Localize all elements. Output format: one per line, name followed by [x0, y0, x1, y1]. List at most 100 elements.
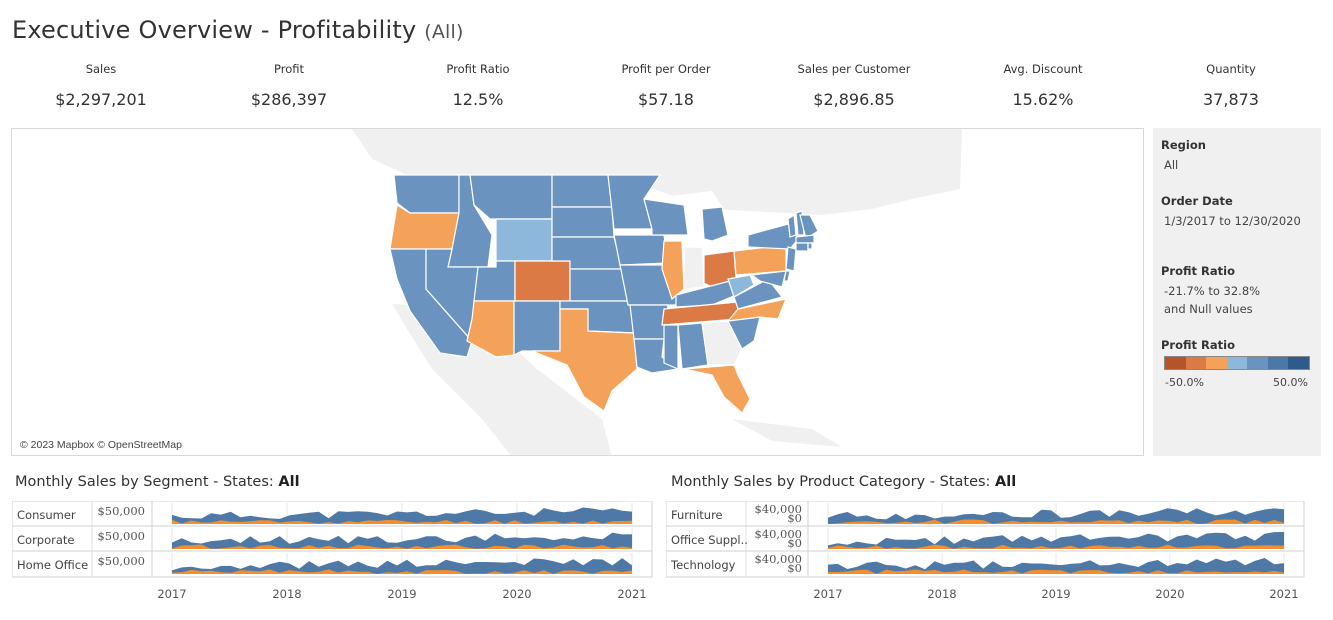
- order-date-filter-value[interactable]: 1/3/2017 to 12/30/2020: [1164, 214, 1301, 228]
- state-georgia[interactable]: [701, 320, 743, 366]
- profit-ratio-filter-label: Profit Ratio: [1161, 264, 1235, 278]
- row-label: Corporate: [17, 533, 75, 547]
- profit-ratio-filter[interactable]: Profit Ratio -21.7% to 32.8% and Null va…: [1153, 264, 1321, 318]
- row-tick-top: $40,000: [754, 527, 802, 541]
- state-texas[interactable]: [531, 308, 638, 412]
- state-florida[interactable]: [683, 364, 751, 414]
- kpi-label: Profit Ratio: [446, 62, 510, 76]
- state-montana[interactable]: [469, 174, 553, 220]
- state-wyoming[interactable]: [495, 218, 553, 262]
- year-tick-label: 2019: [387, 587, 416, 601]
- kpi-quantity[interactable]: Quantity 37,873: [1141, 60, 1321, 109]
- category-title-prefix: Monthly Sales by Product Category - Stat…: [671, 474, 996, 490]
- legend-swatch: [1247, 357, 1268, 369]
- state-iowa[interactable]: [613, 234, 669, 266]
- year-tick-label: 2017: [813, 587, 842, 601]
- state-north-dakota[interactable]: [551, 174, 613, 208]
- state-washington[interactable]: [393, 174, 460, 214]
- sales-area[interactable]: [172, 532, 632, 549]
- state-south-dakota[interactable]: [551, 206, 615, 238]
- profit-area[interactable]: [828, 519, 1284, 525]
- kpi-profit-per-order[interactable]: Profit per Order $57.18: [576, 60, 756, 109]
- order-date-filter-label: Order Date: [1161, 194, 1233, 208]
- legend-swatch: [1165, 357, 1186, 369]
- profit-ratio-range: -21.7% to 32.8%: [1164, 284, 1261, 298]
- legend-swatch: [1267, 357, 1289, 369]
- kpi-value: $2,896.85: [813, 90, 895, 109]
- state-kentucky[interactable]: [675, 280, 737, 308]
- profit-area[interactable]: [172, 519, 632, 524]
- state-kansas[interactable]: [569, 268, 629, 302]
- state-west-virginia[interactable]: [727, 274, 755, 298]
- legend-label: Profit Ratio: [1161, 338, 1235, 352]
- segment-sparklines[interactable]: Consumer $50,000 Corporate $50,000 Home Offi…: [12, 501, 664, 611]
- row-tick-top: $40,000: [754, 502, 802, 516]
- year-tick-label: 2020: [1155, 587, 1184, 601]
- kpi-value: $57.18: [638, 90, 694, 109]
- sales-area[interactable]: [828, 558, 1284, 574]
- state-rhode-island[interactable]: [807, 242, 813, 250]
- state-maine[interactable]: [799, 214, 819, 240]
- year-tick-label: 2018: [927, 587, 956, 601]
- category-title-state: All: [995, 474, 1017, 490]
- state-vermont[interactable]: [787, 213, 797, 238]
- us-profit-map[interactable]: © 2023 Mapbox © OpenStreetMap: [11, 128, 1144, 456]
- segment-sparkline-canvas[interactable]: Consumer $50,000 Corporate $50,000 Home Offi…: [12, 501, 664, 611]
- profit-area[interactable]: [172, 569, 632, 575]
- kpi-value: $286,397: [250, 90, 328, 109]
- state-north-carolina[interactable]: [726, 298, 787, 322]
- state-indiana[interactable]: [683, 246, 705, 290]
- map-attribution[interactable]: © 2023 Mapbox © OpenStreetMap: [20, 439, 182, 451]
- row-tick: $50,000: [97, 504, 145, 518]
- year-tick-label: 2021: [617, 587, 646, 601]
- state-delaware[interactable]: [783, 270, 791, 282]
- state-mississippi[interactable]: [663, 324, 679, 370]
- region-filter-value[interactable]: All: [1164, 158, 1179, 172]
- kpi-label: Profit per Order: [621, 62, 711, 76]
- category-sparklines[interactable]: Furniture $40,000 $0 Office Suppl.. $40,000 $…: [666, 501, 1322, 611]
- state-new-york[interactable]: [747, 222, 799, 250]
- state-new-jersey[interactable]: [785, 246, 797, 272]
- state-massachusetts[interactable]: [795, 234, 815, 244]
- kpi-avg-discount[interactable]: Avg. Discount 15.62%: [953, 60, 1133, 109]
- year-tick-label: 2018: [272, 587, 301, 601]
- kpi-sales-per-customer[interactable]: Sales per Customer $2,896.85: [764, 60, 944, 109]
- profit-area[interactable]: [828, 569, 1284, 575]
- kpi-label: Sales: [85, 62, 117, 76]
- title-text: Executive Overview - Profitability: [12, 16, 417, 44]
- order-date-filter[interactable]: Order Date 1/3/2017 to 12/30/2020: [1153, 194, 1321, 230]
- state-shapes[interactable]: [389, 174, 819, 414]
- state-pennsylvania[interactable]: [733, 244, 787, 276]
- row-label: Home Office: [17, 558, 88, 572]
- year-tick-label: 2017: [157, 587, 186, 601]
- panel-frame: [12, 501, 653, 578]
- row-label: Furniture: [671, 508, 723, 522]
- region-filter-label: Region: [1161, 138, 1206, 152]
- sales-area[interactable]: [828, 508, 1284, 524]
- sales-area[interactable]: [172, 507, 632, 525]
- kpi-profit[interactable]: Profit $286,397: [199, 60, 379, 109]
- region-filter[interactable]: Region All: [1153, 138, 1321, 174]
- state-maryland[interactable]: [750, 270, 787, 288]
- segment-chart-title: Monthly Sales by Segment - States: All: [15, 474, 300, 490]
- kpi-sales[interactable]: Sales $2,297,201: [11, 60, 191, 109]
- sales-area[interactable]: [172, 558, 632, 574]
- profit-area[interactable]: [828, 544, 1284, 549]
- state-virginia[interactable]: [733, 278, 784, 310]
- kpi-value: 15.62%: [1012, 90, 1074, 109]
- state-new-mexico[interactable]: [513, 300, 561, 356]
- row-tick-bottom: $0: [787, 536, 802, 550]
- profit-ratio-filter-value[interactable]: -21.7% to 32.8% and Null values: [1164, 282, 1321, 318]
- state-michigan[interactable]: [701, 206, 729, 242]
- state-connecticut[interactable]: [795, 242, 809, 252]
- profit-area[interactable]: [172, 544, 632, 550]
- legend-max: 50.0%: [1273, 376, 1308, 389]
- state-wisconsin[interactable]: [643, 198, 689, 236]
- kpi-profit-ratio[interactable]: Profit Ratio 12.5%: [388, 60, 568, 109]
- state-colorado[interactable]: [514, 260, 571, 302]
- state-utah[interactable]: [473, 260, 516, 302]
- year-tick-label: 2021: [1269, 587, 1298, 601]
- map-canvas[interactable]: [12, 129, 1144, 456]
- sales-area[interactable]: [828, 532, 1284, 549]
